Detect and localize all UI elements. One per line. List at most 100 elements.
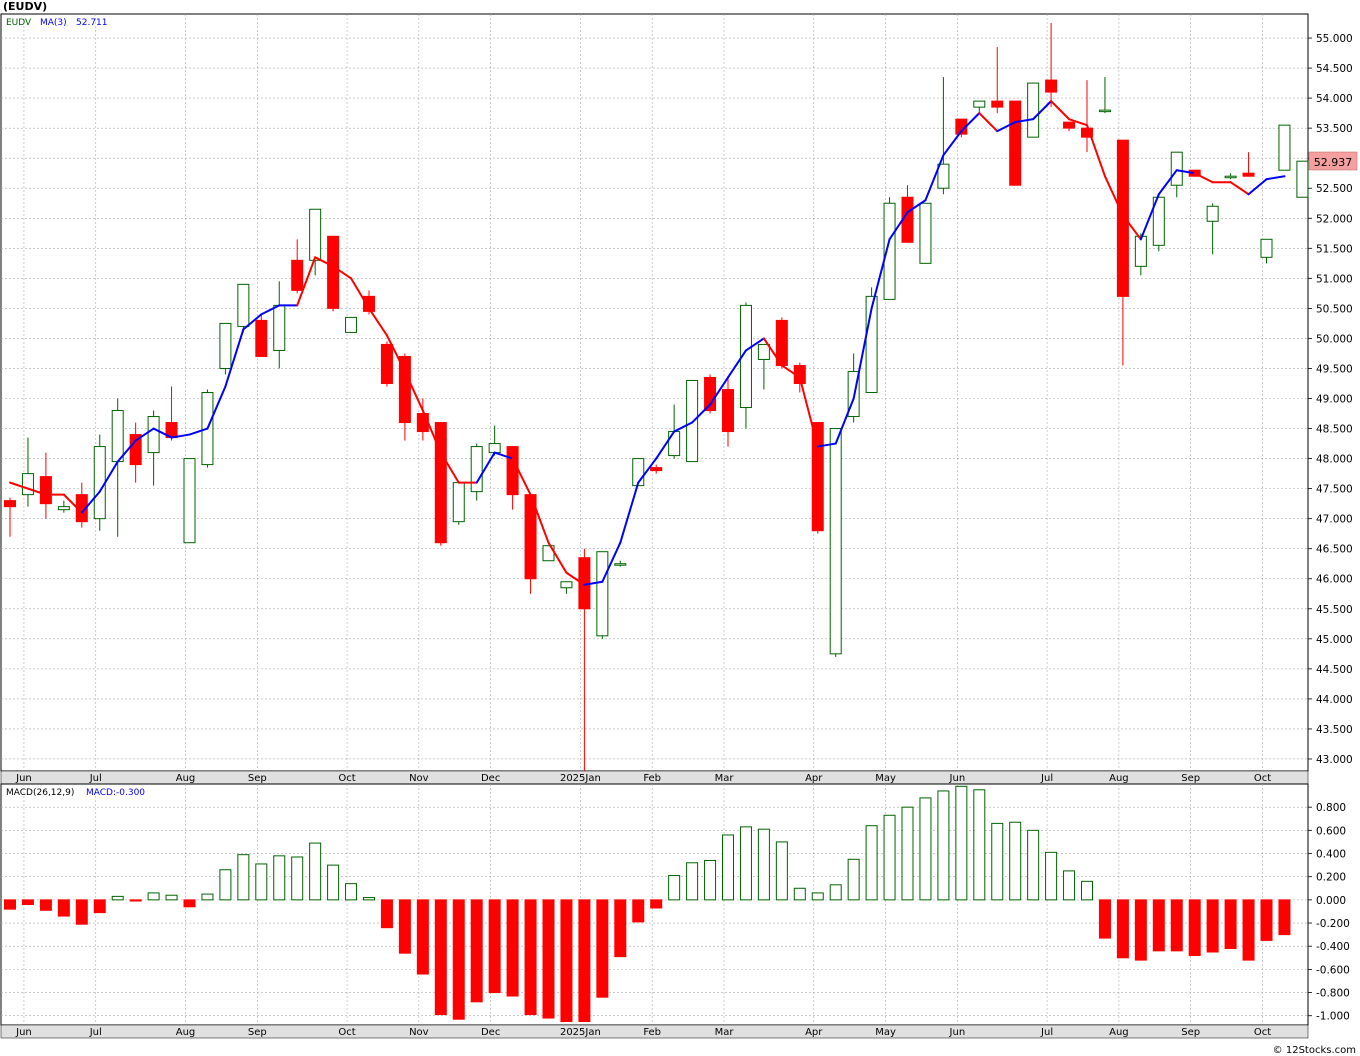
price-tick-label: 46.000 bbox=[1316, 574, 1353, 586]
legend-symbol: EUDV bbox=[6, 18, 32, 28]
ma-segment bbox=[1139, 193, 1160, 241]
candle-body bbox=[1063, 121, 1076, 129]
macd-tick-label: 0.400 bbox=[1316, 849, 1346, 861]
candle-body bbox=[345, 316, 358, 333]
candle-body bbox=[1278, 124, 1291, 171]
candle-body bbox=[686, 379, 699, 463]
ma-segment bbox=[80, 490, 101, 514]
legend-ma-label: MA(3) bbox=[40, 18, 67, 28]
candle-body bbox=[757, 343, 770, 360]
macd-bar bbox=[39, 899, 52, 911]
ma-segment bbox=[583, 580, 604, 586]
ma-segment bbox=[996, 121, 1017, 133]
macd-bars bbox=[4, 785, 1291, 1023]
macd-bar bbox=[560, 899, 573, 1023]
price-tick-label: 47.000 bbox=[1316, 514, 1353, 526]
macd-bar bbox=[668, 875, 681, 901]
macd-month-label: Oct bbox=[1254, 1027, 1271, 1038]
macd-bar bbox=[919, 797, 932, 901]
candle-body bbox=[57, 506, 70, 511]
macd-panel: 0.800 0.600 0.400 0.200 0.000 -0.200 -0.400 -0.… bbox=[0, 783, 1350, 1026]
price-month-label: Sep bbox=[248, 773, 267, 784]
price-x-axis-bar: Jun Jul Aug Sep Oct Nov Dec 2025Jan Feb Mar Apr May… bbox=[0, 770, 1309, 785]
ma-segment bbox=[439, 451, 460, 484]
macd-bar bbox=[1224, 899, 1237, 950]
candle-body bbox=[416, 413, 429, 433]
macd-tick-label: -0.800 bbox=[1316, 988, 1350, 1000]
candle-body bbox=[614, 563, 627, 566]
macd-bar bbox=[380, 899, 393, 929]
ma-segment bbox=[134, 427, 155, 442]
candle-body bbox=[739, 304, 752, 409]
macd-month-label: Jul bbox=[89, 1027, 102, 1038]
macd-month-label: Jul bbox=[1040, 1027, 1053, 1038]
macd-bar bbox=[614, 899, 627, 958]
macd-tick-label: -0.200 bbox=[1316, 918, 1350, 930]
price-panel: 43.000 43.500 44.000 44.500 45.000 45.500 46.0… bbox=[0, 13, 1358, 772]
ma-segment bbox=[170, 433, 191, 439]
macd-tick-label: -0.400 bbox=[1316, 941, 1350, 953]
macd-month-label: Dec bbox=[481, 1027, 500, 1038]
macd-bar bbox=[865, 825, 878, 901]
price-tick-label: 45.000 bbox=[1316, 634, 1353, 646]
ma-segment bbox=[1103, 175, 1124, 217]
candle-body bbox=[1296, 160, 1309, 198]
macd-bar bbox=[147, 892, 160, 901]
macd-bar bbox=[524, 899, 537, 1016]
ma-segment bbox=[870, 238, 891, 310]
candle-body bbox=[704, 376, 717, 412]
candle-body bbox=[488, 443, 501, 454]
candle-body bbox=[1206, 205, 1219, 222]
ma-segment bbox=[834, 397, 855, 445]
ma-segment bbox=[655, 430, 676, 460]
candle-body bbox=[1116, 139, 1129, 297]
candle-body bbox=[1224, 175, 1237, 179]
ma-segment bbox=[744, 337, 765, 352]
ma-segment bbox=[475, 451, 496, 484]
ma-segment bbox=[960, 112, 981, 133]
candle-body bbox=[363, 295, 375, 312]
ma-segment bbox=[1014, 118, 1035, 124]
ma-segment bbox=[188, 427, 209, 436]
price-y-axis: 43.000 43.500 44.000 44.500 45.000 45.500 46.0… bbox=[1308, 33, 1353, 766]
macd-month-label: Nov bbox=[409, 1027, 429, 1038]
candle-body bbox=[883, 202, 896, 300]
ma-segment bbox=[798, 376, 819, 448]
macd-bar bbox=[255, 863, 268, 901]
macd-bar bbox=[363, 897, 375, 901]
candle-body bbox=[919, 202, 932, 264]
macd-x-axis-band bbox=[0, 1024, 1309, 1039]
price-tick-label: 54.000 bbox=[1316, 93, 1353, 105]
ma-segment bbox=[1265, 175, 1286, 181]
candle-body bbox=[183, 458, 196, 544]
candle-body bbox=[380, 343, 393, 384]
ma-segment bbox=[26, 487, 47, 496]
ma-segment bbox=[1068, 118, 1088, 127]
ma-segment bbox=[98, 460, 119, 493]
ma-segment bbox=[762, 337, 783, 367]
price-frame bbox=[0, 13, 1309, 772]
candle-body bbox=[1045, 79, 1058, 93]
ma-segment bbox=[637, 457, 658, 484]
macd-y-axis: 0.800 0.600 0.400 0.200 0.000 -0.200 -0.400 -0.… bbox=[1308, 802, 1350, 1023]
ma-segment bbox=[924, 154, 945, 202]
macd-month-label: Aug bbox=[176, 1027, 196, 1038]
ma-segment bbox=[1050, 100, 1071, 121]
price-candles bbox=[4, 23, 1309, 771]
ma-segment bbox=[260, 304, 281, 316]
site-credit: © 12Stocks.com bbox=[1272, 1045, 1356, 1056]
ma-segment bbox=[547, 541, 568, 574]
price-tick-label: 50.000 bbox=[1316, 333, 1353, 345]
candle-body bbox=[722, 388, 734, 433]
macd-bar bbox=[1045, 851, 1058, 901]
candle-body bbox=[291, 259, 304, 291]
macd-bar bbox=[201, 893, 214, 901]
macd-bar bbox=[57, 899, 70, 917]
macd-bar bbox=[398, 899, 411, 954]
ma-segment bbox=[565, 571, 586, 586]
price-month-label: Feb bbox=[643, 773, 661, 784]
macd-bar bbox=[93, 899, 106, 914]
price-month-label: Jun bbox=[15, 773, 32, 784]
ma-segment bbox=[1175, 169, 1196, 175]
